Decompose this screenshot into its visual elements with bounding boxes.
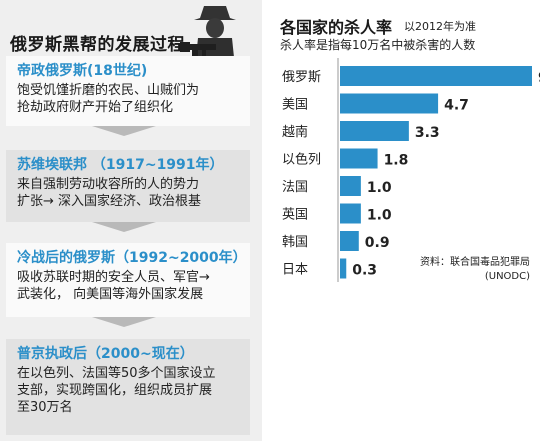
bar [340,231,359,251]
period-card-imperial: 帝政俄罗斯(18世纪) 饱受饥馑折磨的农民、山贼们为 抢劫政府财产开始了组织化 [6,56,250,126]
bar [340,203,361,224]
period-description: 吸收苏联时期的安全人员、军官→ 武装化， 向美国等海外国家发展 [17,270,210,302]
value-label: 1.0 [367,180,392,196]
value-label: 3.3 [415,125,440,141]
chart-date-note: 以2012年为准 [404,20,476,33]
period-title: 苏维埃联邦 （1917~1991年） [17,157,224,173]
data-source: 资料：联合国毒品犯罪局 (UNODC) [404,256,530,284]
period-description: 在以色列、法国等50多个国家设立 支部，实现跨国化，组织成员扩展 至30万名 [17,366,216,415]
value-label: 1.8 [384,153,409,169]
bar [340,176,361,196]
chart-title: 各国家的杀人率 [280,18,393,37]
history-panel: 俄罗斯黑帮的发展过程 帝政俄罗斯(18世纪) 饱受饥馑折磨的农民、山贼们为 抢劫… [0,0,262,441]
category-label: 韩国 [282,235,308,250]
category-label: 法国 [282,180,308,195]
bar [340,66,532,86]
value-label: 0.9 [365,235,390,251]
bar [340,93,439,114]
down-arrow-icon [92,222,156,232]
period-title: 冷战后的俄罗斯（1992~2000年） [17,250,247,266]
category-label: 英国 [282,208,308,223]
category-label: 美国 [282,98,308,113]
homicide-rate-bar-chart: 俄罗斯 9.2 美国 4.7 越南 3.3 以色列 1.8 法国 1.0 英国 1.0 韩国 0.9 日本 0… [282,58,540,282]
chart-subtitle: 杀人率是指每10万名中被杀害的人数 [280,38,476,52]
period-title: 帝政俄罗斯(18世纪) [17,63,148,79]
value-label: 4.7 [444,98,469,114]
bar [340,121,409,141]
period-description: 饱受饥馑折磨的农民、山贼们为 抢劫政府财产开始了组织化 [17,83,200,115]
value-label: 9.2 [538,70,540,86]
period-card-putin: 普京执政后（2000~现在） 在以色列、法国等50多个国家设立 支部，实现跨国化… [6,339,250,435]
category-label: 俄罗斯 [282,70,321,85]
category-label: 以色列 [282,152,321,168]
period-card-post-cold-war: 冷战后的俄罗斯（1992~2000年） 吸收苏联时期的安全人员、军官→ 武装化，… [6,243,250,317]
down-arrow-icon [92,317,156,327]
value-label: 1.0 [367,208,392,224]
bar [340,148,378,169]
down-arrow-icon [92,126,156,136]
period-description: 来自强制劳动收容所的人的势力 扩张→ 深入国家经济、政治根基 [17,177,202,209]
period-title: 普京执政后（2000~现在） [17,346,194,362]
category-label: 越南 [282,124,308,140]
period-card-soviet: 苏维埃联邦 （1917~1991年） 来自强制劳动收容所的人的势力 扩张→ 深入… [6,150,250,222]
category-label: 日本 [282,263,308,278]
source-line: (UNODC) [484,271,530,282]
value-label: 0.3 [352,263,377,279]
source-line: 资料：联合国毒品犯罪局 [420,257,530,268]
bar [340,258,347,279]
panel-title: 俄罗斯黑帮的发展过程 [10,35,185,55]
